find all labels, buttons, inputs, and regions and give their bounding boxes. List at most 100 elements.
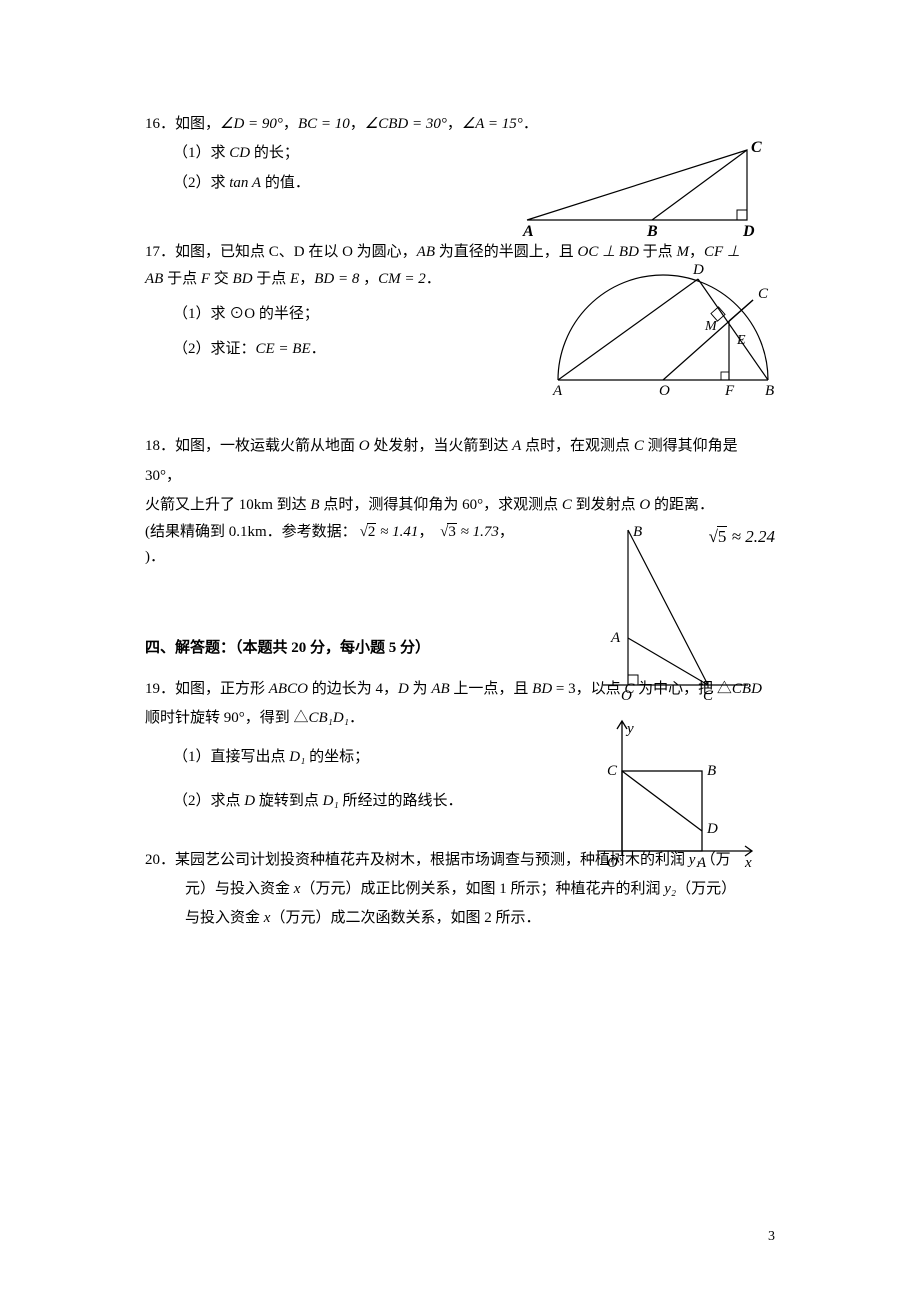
text: 的值． [261, 175, 310, 191]
p20-line1: 20．某园艺公司计划投资种植花卉及树木，根据市场调查与预测，种植树木的利润 y₁… [145, 846, 775, 875]
var: A [512, 438, 521, 454]
svg-text:C: C [758, 286, 769, 302]
var: D [244, 793, 255, 809]
text: 的长； [250, 145, 299, 161]
var: F [201, 271, 210, 287]
svg-text:B: B [646, 223, 658, 240]
var: C [624, 681, 634, 697]
p20-line3: 与投入资金 x（万元）成二次函数关系，如图 2 所示． [145, 904, 775, 933]
svg-text:A: A [522, 223, 534, 240]
text: ， [363, 271, 378, 287]
text: （2）求 [173, 175, 229, 191]
text: （万元）成正比例关系，如图 1 所示；种植花卉的利润 [300, 881, 664, 897]
text: 火箭又上升了 10km 到达 [145, 497, 310, 513]
var: D₁ [323, 793, 339, 809]
var: y₂ [664, 881, 676, 897]
text: 16．如图， [145, 116, 220, 132]
text: ， [283, 116, 298, 132]
problem-19: 19．如图，正方形 ABCO 的边长为 4，D 为 AB 上一点，且 BD = … [145, 675, 775, 816]
var: C [562, 497, 572, 513]
var: E [290, 271, 299, 287]
text: ． [311, 341, 326, 357]
text: （万元）成二次函数关系，如图 2 所示． [270, 910, 540, 926]
svg-text:B: B [707, 763, 716, 779]
page-number: 3 [768, 1223, 775, 1250]
text: 所经过的路线长． [339, 793, 463, 809]
svg-text:C: C [607, 763, 618, 779]
text: 旋转到点 [255, 793, 323, 809]
text: 到发射点 [572, 497, 640, 513]
p18-line2: 火箭又上升了 10km 到达 B 点时，测得其仰角为 60°，求观测点 C 到发… [145, 491, 775, 520]
text: )． [145, 549, 165, 565]
svg-text:A: A [610, 630, 621, 646]
text: （2）求点 [173, 793, 244, 809]
val: ≈ 1.41 [376, 524, 418, 540]
text: ， [499, 524, 514, 540]
p18-line3: (结果精确到 0.1km．参考数据：2 ≈ 1.41， 3 ≈ 1.73， )． [145, 520, 565, 570]
var: D [398, 681, 409, 697]
var: AB [417, 244, 435, 260]
expr: ∠A = 15° [462, 116, 523, 132]
text: 交 [210, 271, 233, 287]
figure-17: A O F B D C M E [543, 250, 793, 411]
var: C [634, 438, 644, 454]
text: = 3，以点 [552, 681, 624, 697]
text: （万 [701, 852, 731, 868]
var: CB₁D₁ [309, 710, 349, 726]
problem-17: 17．如图，已知点 C、D 在以 O 为圆心，AB 为直径的半圆上，且 OC ⊥… [145, 240, 775, 365]
svg-text:D: D [742, 223, 755, 240]
var: CD [229, 145, 250, 161]
text: 点时，测得其仰角为 60°，求观测点 [320, 497, 562, 513]
text: ． [349, 710, 364, 726]
expr: ∠D = 90° [220, 116, 283, 132]
var: BD [532, 681, 552, 697]
expr: BD = 8 [314, 271, 363, 287]
text: 19．如图，正方形 [145, 681, 269, 697]
text: 17．如图，已知点 C、D 在以 O 为圆心， [145, 244, 417, 260]
text: ， [299, 271, 314, 287]
svg-text:D: D [706, 821, 718, 837]
var: O [359, 438, 370, 454]
svg-text:O: O [659, 383, 670, 399]
svg-text:y: y [625, 721, 634, 737]
svg-text:B: B [765, 383, 774, 399]
svg-text:A: A [552, 383, 563, 399]
text: 点时，在观测点 [521, 438, 634, 454]
var: AB [431, 681, 449, 697]
text: ， [350, 116, 365, 132]
problem-18: 18．如图，一枚运载火箭从地面 O 处发射，当火箭到达 A 点时，在观测点 C … [145, 432, 775, 569]
var: ABCO [269, 681, 308, 697]
svg-text:D: D [692, 262, 704, 278]
var: BD [233, 271, 253, 287]
figure-16: A B D C [517, 140, 767, 251]
text: 与投入资金 [185, 910, 264, 926]
p18-line1: 18．如图，一枚运载火箭从地面 O 处发射，当火箭到达 A 点时，在观测点 C … [145, 432, 775, 491]
var: tan A [229, 175, 261, 191]
p16-stem: 16．如图，∠D = 90°，BC = 10，∠CBD = 30°，∠A = 1… [145, 110, 775, 139]
var: y₁ [689, 852, 701, 868]
problem-20: 20．某园艺公司计划投资种植花卉及树木，根据市场调查与预测，种植树木的利润 y₁… [145, 846, 775, 934]
p19-line1: 19．如图，正方形 ABCO 的边长为 4，D 为 AB 上一点，且 BD = … [145, 675, 775, 704]
text: ， [418, 524, 433, 540]
text: 的距离． [650, 497, 714, 513]
svg-text:M: M [704, 319, 718, 334]
p20-line2: 元）与投入资金 x（万元）成正比例关系，如图 1 所示；种植花卉的利润 y₂（万… [145, 875, 775, 904]
text: 的坐标； [305, 749, 369, 765]
expr: CE = BE [256, 341, 311, 357]
var: D₁ [289, 749, 305, 765]
svg-text:E: E [736, 333, 746, 348]
var: CBD [732, 681, 762, 697]
text: 上一点，且 [450, 681, 533, 697]
expr: CM = 2 [378, 271, 426, 287]
text: 为 [409, 681, 432, 697]
text: 18．如图，一枚运载火箭从地面 [145, 438, 359, 454]
problem-16: 16．如图，∠D = 90°，BC = 10，∠CBD = 30°，∠A = 1… [145, 110, 775, 198]
text: (结果精确到 0.1km．参考数据： [145, 524, 357, 540]
svg-text:C: C [751, 139, 762, 156]
text: （1）直接写出点 [173, 749, 289, 765]
text: ， [447, 116, 462, 132]
expr: BC = 10 [298, 116, 350, 132]
svg-text:B: B [633, 524, 642, 540]
text: 顺时针旋转 90°，得到 △ [145, 710, 309, 726]
sqrt2: 2 [357, 520, 377, 545]
